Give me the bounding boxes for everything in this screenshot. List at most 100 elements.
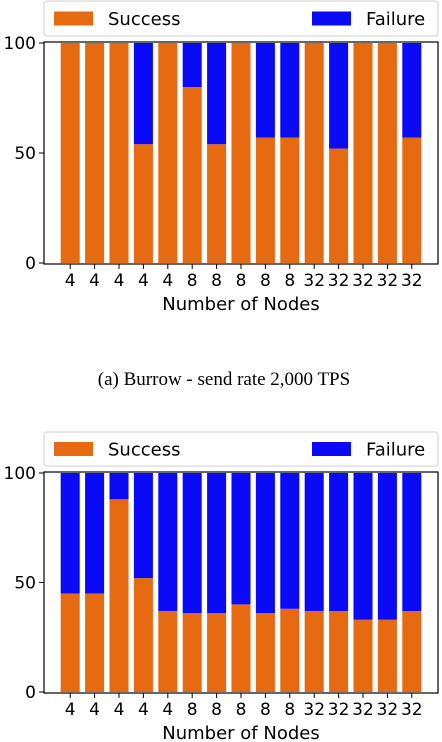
bar-failure <box>207 473 227 614</box>
bar-failure <box>402 473 422 611</box>
legend-swatch-failure <box>312 11 351 26</box>
bar-success <box>158 43 178 263</box>
legend-box <box>43 0 439 37</box>
bar-failure <box>329 473 349 611</box>
bar-success <box>85 593 105 692</box>
y-tick-label: 50 <box>14 574 36 594</box>
y-tick-label: 100 <box>4 34 36 54</box>
x-tick-label: 8 <box>236 271 247 291</box>
x-tick-label: 4 <box>89 271 100 291</box>
legend-swatch-failure <box>312 442 351 456</box>
bar-success <box>304 43 324 263</box>
bar-success <box>231 604 251 692</box>
x-tick-label: 8 <box>211 700 222 720</box>
x-tick-label: 32 <box>328 271 350 291</box>
bar-success <box>255 613 275 692</box>
x-tick-label: 4 <box>138 700 149 720</box>
bar-failure <box>182 43 202 87</box>
x-tick-label: 4 <box>65 271 76 291</box>
bar-success <box>109 43 129 263</box>
x-tick-label: 8 <box>187 700 198 720</box>
bar-failure <box>377 473 397 620</box>
x-tick-label: 4 <box>162 700 173 720</box>
bar-failure <box>158 473 178 611</box>
bar-failure <box>255 473 275 614</box>
x-tick-label: 4 <box>138 271 149 291</box>
y-tick-label: 100 <box>4 464 36 484</box>
x-tick-label: 8 <box>260 700 271 720</box>
x-tick-label: 4 <box>89 700 100 720</box>
legend-label-success: Success <box>108 440 180 461</box>
bar-success <box>402 137 422 263</box>
bar-success <box>304 610 324 692</box>
bar-success <box>85 43 105 263</box>
bar-success <box>207 613 227 692</box>
bar-success <box>158 610 178 692</box>
bar-success <box>377 43 397 263</box>
bar-failure <box>353 473 373 620</box>
y-tick-label: 0 <box>25 254 36 274</box>
x-tick-label: 8 <box>260 271 271 291</box>
bar-failure <box>133 473 153 579</box>
bar-failure <box>207 43 227 145</box>
bar-failure <box>304 473 324 611</box>
x-tick-label: 4 <box>114 271 125 291</box>
figure-caption: (a) Burrow - send rate 2,000 TPS <box>98 369 350 390</box>
legend-swatch-success <box>54 11 93 26</box>
plot-frame <box>43 471 439 694</box>
legend-swatch-success <box>54 442 93 456</box>
bar-failure <box>109 473 129 500</box>
bar-success <box>353 43 373 263</box>
bar-failure <box>133 43 153 145</box>
x-tick-label: 8 <box>187 271 198 291</box>
bar-failure <box>231 473 251 605</box>
x-tick-label: 32 <box>401 700 423 720</box>
x-axis-label: Number of Nodes <box>162 294 319 315</box>
legend-label-failure: Failure <box>366 9 425 30</box>
bar-success <box>133 144 153 263</box>
legend-box <box>43 431 439 467</box>
bar-success <box>329 610 349 692</box>
x-tick-label: 32 <box>352 271 374 291</box>
bar-success <box>231 43 251 263</box>
bar-failure <box>60 473 80 594</box>
bar-failure <box>280 473 300 609</box>
bar-failure <box>402 43 422 138</box>
bar-failure <box>329 43 349 149</box>
bar-failure <box>85 473 105 594</box>
y-tick-label: 50 <box>14 144 36 164</box>
legend-label-failure: Failure <box>366 440 425 461</box>
bar-success <box>353 619 373 692</box>
bar-success <box>109 499 129 692</box>
x-tick-label: 8 <box>284 700 295 720</box>
x-tick-label: 4 <box>162 271 173 291</box>
legend-label-success: Success <box>108 9 180 30</box>
bar-success <box>60 43 80 263</box>
bar-success <box>182 613 202 692</box>
bar-success <box>377 619 397 692</box>
plot-frame <box>43 41 439 265</box>
x-tick-label: 8 <box>284 271 295 291</box>
x-tick-label: 4 <box>114 700 125 720</box>
bar-success <box>133 578 153 692</box>
bar-success <box>280 608 300 692</box>
x-tick-label: 32 <box>303 700 325 720</box>
x-tick-label: 4 <box>65 700 76 720</box>
bar-success <box>182 87 202 263</box>
bar-success <box>255 137 275 263</box>
x-tick-label: 8 <box>236 700 247 720</box>
bar-success <box>207 144 227 263</box>
bar-success <box>60 593 80 692</box>
x-tick-label: 32 <box>401 271 423 291</box>
x-tick-label: 32 <box>377 700 399 720</box>
x-axis-label: Number of Nodes <box>162 723 319 742</box>
x-tick-label: 32 <box>377 271 399 291</box>
bar-success <box>402 610 422 692</box>
x-tick-label: 8 <box>211 271 222 291</box>
x-tick-label: 32 <box>352 700 374 720</box>
bar-failure <box>255 43 275 138</box>
y-tick-label: 0 <box>25 683 36 703</box>
